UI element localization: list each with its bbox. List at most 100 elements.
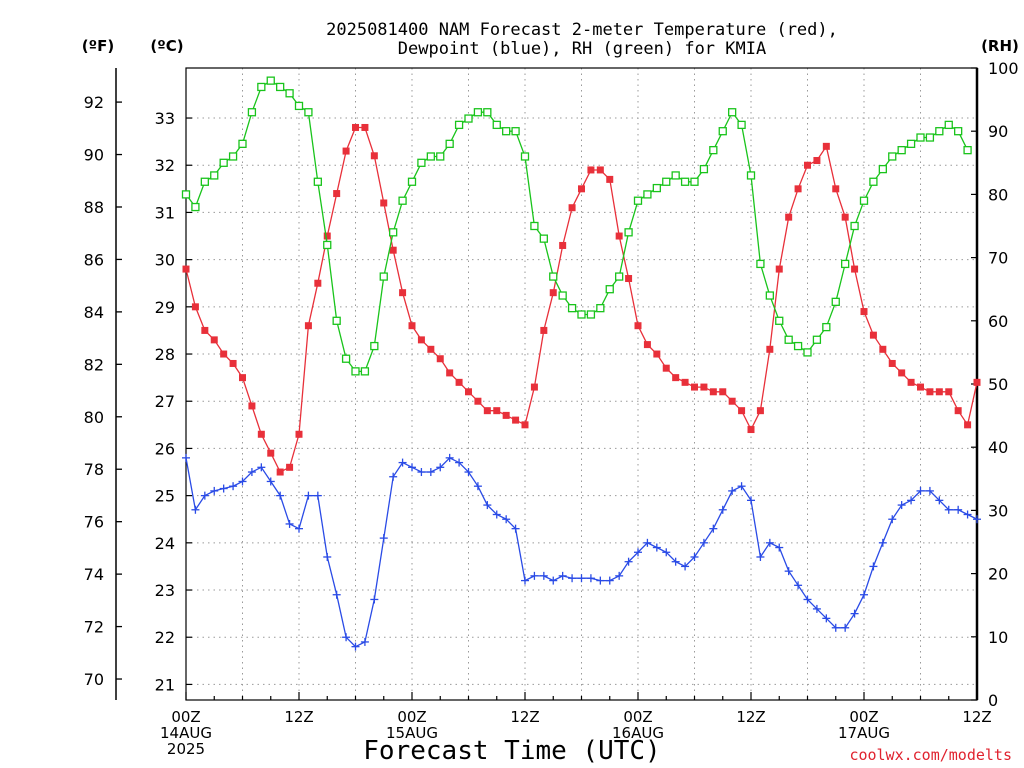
rh-point xyxy=(784,335,793,344)
temp-point xyxy=(625,275,633,283)
dewpoint-point xyxy=(709,524,718,533)
dewpoint-point xyxy=(935,496,944,505)
dewpoint-point xyxy=(342,633,351,642)
temp-point xyxy=(267,449,275,457)
rh-point xyxy=(200,177,209,186)
temp-point xyxy=(304,322,312,330)
rh-point xyxy=(803,348,812,357)
temp-point xyxy=(804,161,811,169)
temp-point xyxy=(945,388,953,396)
rh-point xyxy=(690,177,699,186)
temp-point xyxy=(926,388,934,396)
rh-point xyxy=(671,171,680,180)
temp-point xyxy=(841,213,849,221)
rh-point xyxy=(539,234,548,243)
dewpoint-point xyxy=(605,576,614,585)
dewpoint-point xyxy=(370,595,379,604)
fahrenheit-tick-label: 86 xyxy=(84,250,104,269)
temp-point xyxy=(483,407,491,415)
rh-point xyxy=(304,108,313,117)
temp-point xyxy=(201,326,209,334)
celsius-tick-label: 29 xyxy=(155,298,175,317)
rh-point xyxy=(756,259,765,269)
dewpoint-point xyxy=(699,538,708,547)
dewpoint-point xyxy=(313,491,322,500)
rh-point xyxy=(662,177,671,186)
rh-tick-label: 30 xyxy=(988,501,1008,520)
dewpoint-point xyxy=(690,552,699,561)
time-tick-label: 15AUG xyxy=(386,724,438,742)
temp-point xyxy=(389,246,397,254)
temp-point xyxy=(333,190,341,198)
celsius-tick-label: 30 xyxy=(155,251,175,270)
temp-point xyxy=(549,289,557,297)
rh-point xyxy=(379,272,388,281)
rh-point xyxy=(323,240,332,250)
rh-tick-label: 100 xyxy=(988,59,1019,78)
dewpoint-point xyxy=(775,543,784,552)
temp-point xyxy=(747,426,755,434)
fahrenheit-tick-label: 82 xyxy=(84,355,104,374)
rh-point xyxy=(266,76,275,85)
rh-point xyxy=(219,158,228,167)
dewpoint-point xyxy=(860,590,868,599)
rh-unit-label: (RH) xyxy=(981,37,1019,55)
rh-point xyxy=(859,196,869,205)
dewpoint-point xyxy=(521,576,529,585)
temp-point xyxy=(191,303,199,311)
chart-title: 2025081400 NAM Forecast 2-meter Temperat… xyxy=(326,20,838,59)
dewpoint-point xyxy=(266,477,275,486)
rh-point xyxy=(511,127,520,136)
dewpoint-point xyxy=(954,505,963,514)
dewpoint-point xyxy=(869,562,878,571)
dewpoint-point xyxy=(379,534,388,543)
dewpoint-point xyxy=(841,623,850,632)
temp-point xyxy=(709,388,717,396)
dewpoint-point xyxy=(944,505,953,514)
dewpoint-point xyxy=(747,496,755,505)
x-axis-label: Forecast Time (UTC) xyxy=(363,736,660,766)
time-tick-label: 14AUG xyxy=(160,724,212,742)
temp-point xyxy=(587,166,595,174)
rh-point xyxy=(549,272,558,281)
dewpoint-point xyxy=(615,571,624,580)
dewpoint-point xyxy=(247,468,256,477)
dewpoint-point xyxy=(511,524,520,533)
rh-tick-label: 90 xyxy=(988,122,1008,141)
temp-point xyxy=(568,204,576,212)
rh-point xyxy=(436,152,445,161)
rh-tick-label: 80 xyxy=(988,185,1008,204)
time-tick-label: 12Z xyxy=(962,708,991,726)
temp-point xyxy=(352,123,359,131)
rh-point xyxy=(596,304,605,313)
rh-point xyxy=(417,158,426,167)
temp-point xyxy=(756,407,764,415)
dewpoint-point xyxy=(191,505,200,514)
fahrenheit-tick-label: 76 xyxy=(84,513,104,532)
temp-point xyxy=(766,345,774,353)
temp-point xyxy=(530,383,538,391)
rh-point xyxy=(351,367,360,376)
time-tick-label: 00Z xyxy=(171,708,200,726)
rh-point xyxy=(181,190,191,199)
temp-point xyxy=(775,265,783,273)
temp-point xyxy=(361,123,369,131)
rh-tick-label: 60 xyxy=(988,312,1008,331)
time-tick-label: 17AUG xyxy=(838,724,890,742)
dewpoint-point xyxy=(398,458,407,467)
rh-line xyxy=(185,79,969,373)
temp-point xyxy=(182,265,190,273)
rh-point xyxy=(812,335,822,344)
temp-point xyxy=(898,369,906,377)
dewpoint-point xyxy=(417,468,426,477)
dewpoint-point xyxy=(304,491,313,500)
temp-point xyxy=(521,421,529,429)
rh-point xyxy=(530,221,539,231)
dewpoint-point xyxy=(464,468,473,477)
rh-point xyxy=(210,171,219,180)
celsius-tick-label: 26 xyxy=(155,439,175,458)
celsius-tick-label: 27 xyxy=(155,392,175,411)
temp-point xyxy=(436,355,444,363)
fahrenheit-tick-label: 88 xyxy=(84,198,104,217)
